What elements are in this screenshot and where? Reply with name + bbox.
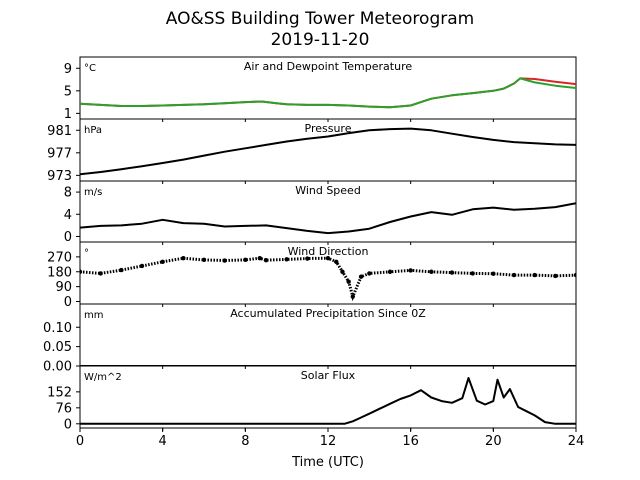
x-tick-label: 16 xyxy=(402,434,419,449)
unit-label: mm xyxy=(84,310,103,321)
y-tick-label: 0 xyxy=(64,230,72,245)
y-tick-label: 977 xyxy=(47,146,72,161)
panel-title: Accumulated Precipitation Since 0Z xyxy=(230,307,426,320)
series-group xyxy=(80,377,576,425)
series-line xyxy=(80,127,576,176)
x-tick-label: 0 xyxy=(76,434,84,449)
x-tick-label: 8 xyxy=(241,434,249,449)
unit-label: ° xyxy=(84,248,89,259)
y-tick-label: 5 xyxy=(64,84,72,99)
y-tick-label: 0 xyxy=(64,295,72,310)
series-line xyxy=(80,202,576,235)
y-tick-label: 4 xyxy=(64,208,72,223)
y-tick-label: 76 xyxy=(55,401,72,416)
panel-title: Solar Flux xyxy=(301,369,356,382)
x-tick-label: 12 xyxy=(320,434,337,449)
figure-date: 2019-11-20 xyxy=(271,30,370,50)
series-group xyxy=(80,77,576,109)
y-tick-label: 973 xyxy=(47,169,72,184)
y-tick-label: 152 xyxy=(47,385,72,400)
y-tick-label: 0.00 xyxy=(43,360,72,375)
series-trace xyxy=(80,256,576,302)
unit-label: °C xyxy=(84,63,96,74)
y-tick-label: 180 xyxy=(47,265,72,280)
panel-2: 973 977 981 hPa Pressure xyxy=(47,118,577,184)
series-line xyxy=(80,77,576,109)
x-tick-label: 4 xyxy=(159,434,167,449)
y-tick-label: 90 xyxy=(55,280,72,295)
y-tick-label: 0.10 xyxy=(43,321,72,336)
panel-5: 0.00 0.05 0.10 mm Accumulated Precipitation … xyxy=(43,303,577,375)
unit-label: hPa xyxy=(84,125,102,136)
y-tick-label: 270 xyxy=(47,250,72,265)
panel-title: Pressure xyxy=(305,122,352,135)
unit-label: m/s xyxy=(84,187,102,198)
panels-group: 159 °C Air and Dewpoint Temperature9739779… xyxy=(43,56,577,432)
series-group xyxy=(80,127,576,176)
y-tick-label: 0.05 xyxy=(43,340,72,355)
panel-3: 0 4 8 m/s Wind Speed xyxy=(64,180,577,245)
x-tick-label: 24 xyxy=(568,434,585,449)
panel-1: 1 5 9 °C Air and Dewpoint Temperature xyxy=(64,56,577,122)
series-group xyxy=(80,202,576,235)
data-point xyxy=(573,272,576,278)
series-line xyxy=(80,377,576,425)
x-axis-label: Time (UTC) xyxy=(291,455,364,470)
y-tick-label: 9 xyxy=(64,62,72,77)
figure-title: AO&SS Building Tower Meteorogram xyxy=(166,9,474,29)
series-group xyxy=(80,256,576,302)
x-tick-label: 20 xyxy=(485,434,502,449)
y-tick-label: 8 xyxy=(64,186,72,201)
panel-title: Wind Direction xyxy=(288,245,369,258)
panel-title: Air and Dewpoint Temperature xyxy=(244,60,412,73)
y-tick-label: 981 xyxy=(47,124,72,139)
panel-title: Wind Speed xyxy=(295,184,361,197)
y-tick-label: 1 xyxy=(64,107,72,122)
x-axis: 0 4 8 12 16 20 24 xyxy=(76,428,584,449)
series-line xyxy=(80,77,576,109)
unit-label: W/m^2 xyxy=(84,372,122,383)
y-tick-label: 0 xyxy=(64,417,72,432)
